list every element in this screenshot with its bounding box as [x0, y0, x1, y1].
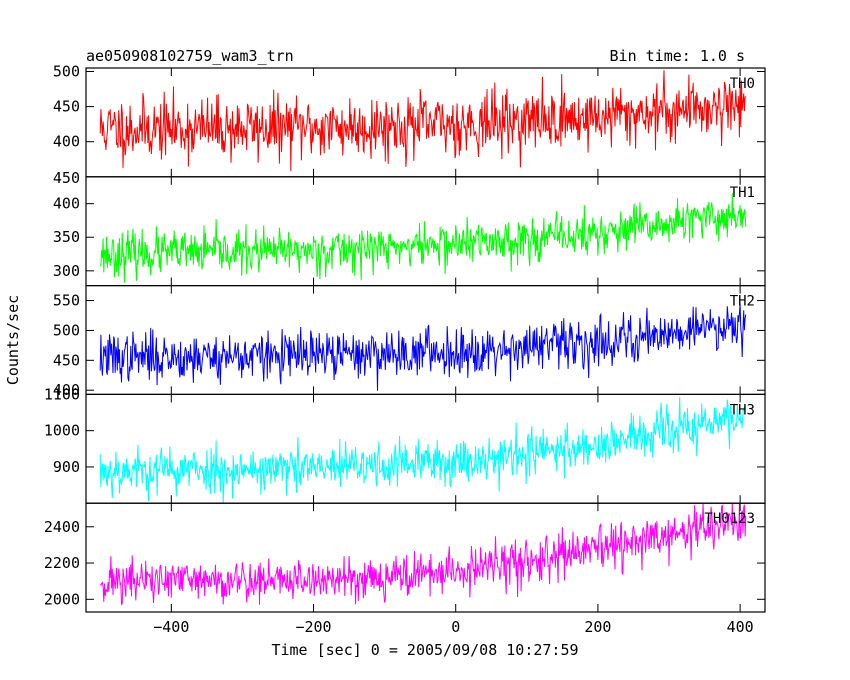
panel-label-th1: TH1 — [730, 185, 755, 201]
panels-group: 400 450 500 450 TH0 300 350 400 TH1 400 450 500 550 T… — [44, 63, 766, 636]
series-line-th0 — [99, 70, 747, 172]
chart-title: ae050908102759_wam3_trn — [86, 47, 294, 65]
x-axis-label: Time [sec] 0 = 2005/09/08 10:27:59 — [271, 641, 578, 659]
x-tick-label: −400 — [153, 618, 189, 636]
y-tick-label: 450 — [53, 98, 80, 116]
y-tick-label: 500 — [53, 63, 80, 81]
y-tick-label: 900 — [53, 458, 80, 476]
y-tick-label: 350 — [53, 228, 80, 246]
panel-th0123: 2000 2200 2400 TH0123 — [44, 502, 766, 613]
panel-th1: 300 350 400 TH1 — [53, 176, 766, 287]
y-axis-label: Counts/sec — [4, 295, 22, 385]
panel-th2: 400 450 500 550 TH2 — [53, 285, 766, 399]
y-tick-label-edge: 450 — [53, 169, 80, 187]
series-line-th0123 — [99, 503, 747, 606]
x-tick-label: 400 — [727, 618, 754, 636]
y-tick-label: 2000 — [44, 590, 80, 608]
y-tick-label: 400 — [53, 133, 80, 151]
y-tick-label: 2400 — [44, 518, 80, 536]
y-tick-label: 400 — [53, 195, 80, 213]
x-tick-label: 0 — [451, 618, 460, 636]
series-line-th1 — [99, 193, 747, 283]
y-tick-label: 500 — [53, 321, 80, 339]
panel-th3: 900 1000 1100 TH3 — [44, 385, 766, 504]
y-tick-label: 550 — [53, 292, 80, 310]
y-tick-label: 1000 — [44, 422, 80, 440]
y-tick-label: 2200 — [44, 554, 80, 572]
x-tick-label: 200 — [584, 618, 611, 636]
panel-label-th2: TH2 — [730, 294, 755, 310]
x-tick-label: −200 — [295, 618, 331, 636]
panel-label-th3: TH3 — [730, 402, 755, 418]
y-tick-label: 1100 — [44, 385, 80, 403]
panel-frame — [85, 502, 766, 613]
y-tick-label: 300 — [53, 262, 80, 280]
y-tick-label: 450 — [53, 351, 80, 369]
bin-time-label: Bin time: 1.0 s — [610, 47, 745, 65]
panel-frame — [85, 393, 766, 504]
panel-label-th0: TH0 — [730, 76, 755, 92]
y-tick-label: 400 — [53, 381, 80, 399]
panel-th0: 400 450 500 450 TH0 — [53, 63, 766, 187]
series-line-th2 — [99, 303, 747, 391]
series-line-th3 — [99, 397, 747, 503]
panel-label-th0123: TH0123 — [704, 511, 755, 527]
